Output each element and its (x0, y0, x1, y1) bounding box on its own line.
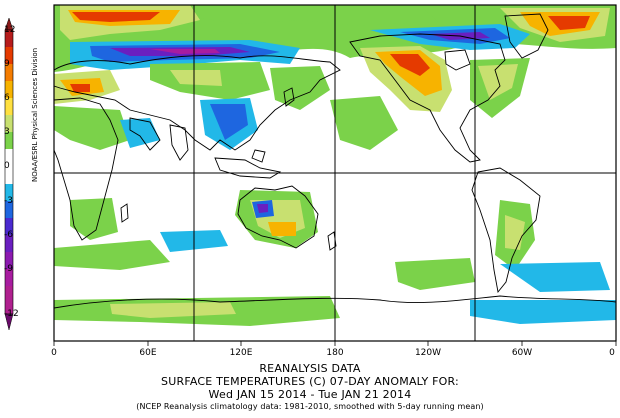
caption-climatology-note: (NCEP Reanalysis climatology data: 1981-… (136, 402, 484, 411)
map-panel (53, 4, 617, 346)
credit-label: NOAA/ESRL Physical Sciences Division (31, 47, 39, 182)
colorbar-tick: -9 (4, 264, 13, 274)
caption-variable: SURFACE TEMPERATURES (C) 07-DAY ANOMALY … (161, 375, 459, 388)
x-axis-label: 60W (511, 348, 533, 358)
colorbar-tick: -3 (4, 196, 13, 206)
colorbar-tick: -12 (4, 309, 19, 319)
x-axis-label: 60E (139, 348, 157, 358)
colorbar (4, 17, 14, 331)
x-axis-label: 0 (609, 348, 615, 358)
x-axis-label: 0 (51, 348, 57, 358)
colorbar-tick: 12 (4, 25, 16, 35)
coastlines (54, 13, 616, 309)
caption-dataset: REANALYSIS DATA (259, 362, 361, 375)
x-axis-label: 180 (326, 348, 344, 358)
colorbar-tick: 3 (4, 127, 10, 137)
x-axis-label: 120W (414, 348, 442, 358)
colorbar-tick: 9 (4, 59, 10, 69)
colorbar-tick: -6 (4, 230, 13, 240)
colorbar-tick: 6 (4, 93, 10, 103)
map-grid (54, 5, 616, 341)
x-axis-label: 120E (229, 348, 253, 358)
colorbar-tick: 0 (4, 161, 10, 171)
x-axis-ticks (53, 341, 617, 346)
caption-date-range: Wed JAN 15 2014 - Tue JAN 21 2014 (208, 388, 412, 401)
